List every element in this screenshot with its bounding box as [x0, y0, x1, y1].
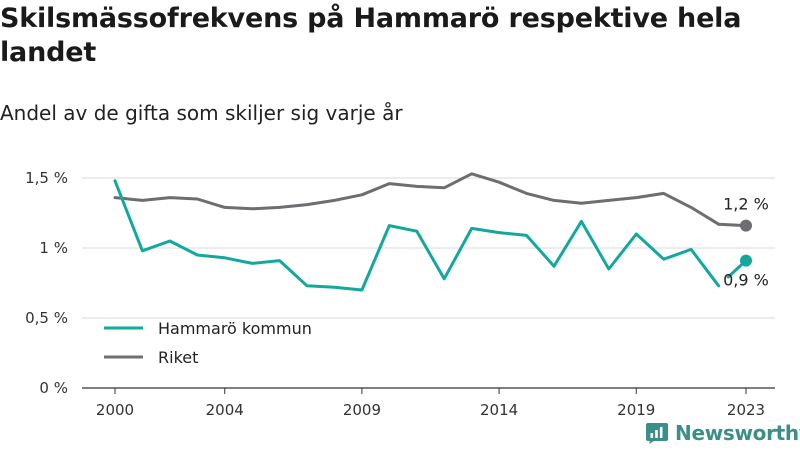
x-tick-label: 2014 [480, 401, 518, 419]
brand-logo: Newsworthy [645, 419, 800, 447]
legend: Hammarö kommun Riket [104, 319, 312, 367]
y-tick-label: 0,5 % [25, 309, 68, 327]
y-tick-label: 1 % [39, 239, 68, 257]
legend-label: Riket [158, 348, 198, 367]
x-tick-label: 2019 [617, 401, 655, 419]
series-line [113, 172, 721, 226]
x-tick-label: 2009 [343, 401, 381, 419]
chart-subtitle: Andel av de gifta som skiljer sig varje … [0, 101, 403, 125]
x-tick-label: 2000 [96, 401, 134, 419]
last-value-dot [740, 254, 752, 267]
axes: 0 % 0,5 % 1 % 1,5 % 2000 2004 2009 2014 2019 2023 [25, 169, 765, 419]
end-markers: 1,2 % 0,9 % [717, 195, 769, 290]
x-tick-label: 2004 [206, 401, 244, 419]
grid-lines [82, 177, 775, 389]
end-value-label: 1,2 % [723, 195, 769, 214]
brand-name: Newsworthy [675, 421, 800, 445]
x-tick-label: 2023 [727, 401, 765, 419]
chart-title: Skilsmässofrekvens på Hammarö respektive… [0, 3, 742, 68]
end-value-label: 0,9 % [723, 271, 769, 290]
series-line [113, 179, 721, 292]
newsworthy-logo-icon [646, 423, 668, 444]
y-tick-label: 1,5 % [25, 169, 68, 187]
last-value-dot [740, 219, 752, 232]
series-lines [113, 172, 721, 292]
y-tick-label: 0 % [39, 379, 68, 397]
legend-label: Hammarö kommun [158, 319, 312, 338]
